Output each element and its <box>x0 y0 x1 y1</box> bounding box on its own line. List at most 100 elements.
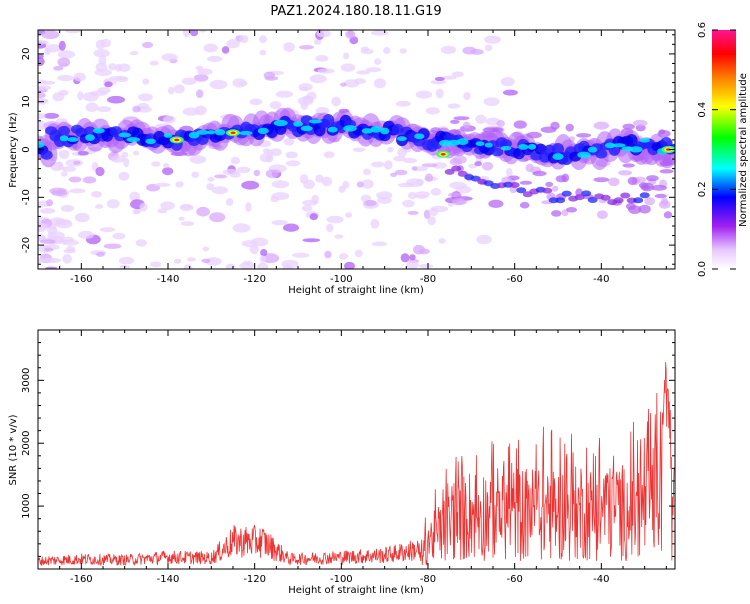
heatmap-speckle <box>565 123 574 132</box>
heatmap-speckle <box>60 204 75 212</box>
heatmap-speckle <box>142 78 150 85</box>
heatmap-speckle <box>593 177 610 183</box>
heatmap-speckle <box>73 160 81 165</box>
heatmap-speckle <box>103 243 122 249</box>
heatmap-speckle <box>61 171 68 177</box>
heatmap-speckle <box>193 74 209 82</box>
heatmap-speckle <box>651 184 667 191</box>
snr-x-axis-label: Height of straight line (km) <box>288 585 424 596</box>
snr-series-line <box>38 362 675 567</box>
heatmap-speckle <box>387 146 394 153</box>
heatmap-band <box>484 142 493 148</box>
heatmap-speckle <box>399 48 407 54</box>
heatmap-speckle <box>500 77 515 87</box>
heatmap-band <box>542 187 553 194</box>
heatmap-speckle <box>283 42 295 52</box>
heatmap-speckle <box>488 199 504 208</box>
heatmap-speckle <box>38 257 48 263</box>
heatmap-speckle <box>447 103 461 109</box>
heatmap-speckle <box>313 39 322 45</box>
heatmap-speckle <box>77 150 89 156</box>
heatmap-speckle <box>44 247 54 252</box>
heatmap-speckle <box>57 74 74 82</box>
heatmap-speckle <box>162 163 170 168</box>
heatmap-band <box>145 138 156 145</box>
heatmap-band <box>444 168 455 175</box>
heatmap-speckle <box>435 88 444 99</box>
heatmap-speckle <box>253 169 261 177</box>
heatmap-speckle <box>321 176 333 187</box>
heatmap-speckle <box>275 90 294 98</box>
heatmap-band <box>518 143 529 150</box>
heatmap-band <box>293 121 303 127</box>
heatmap-speckle <box>409 254 416 261</box>
heatmap-band <box>118 132 131 138</box>
heatmap-band <box>604 142 616 149</box>
heatmap-speckle <box>618 170 633 176</box>
heatmap-speckle <box>98 55 107 66</box>
heatmap-speckle <box>371 241 388 247</box>
heatmap-speckle <box>362 168 372 176</box>
heatmap-speckle <box>82 91 99 102</box>
heatmap-speckle <box>455 185 472 194</box>
heatmap-speckle <box>370 219 380 229</box>
heatmap-speckle <box>214 174 228 179</box>
heatmap-band <box>273 119 288 127</box>
heatmap-speckle <box>209 212 226 223</box>
heatmap-band <box>38 141 45 148</box>
heatmap-speckle <box>430 188 442 196</box>
heatmap-speckle <box>334 234 344 239</box>
heatmap-band <box>633 197 644 204</box>
heatmap-y-axis-label: Frequency (Hz) <box>8 112 19 188</box>
heatmap-speckle <box>283 223 299 232</box>
heatmap-speckle <box>525 163 534 173</box>
heatmap-speckle <box>470 49 484 55</box>
heatmap-speckle <box>162 167 174 176</box>
heatmap-speckle <box>108 63 117 71</box>
heatmap-speckle <box>424 173 434 182</box>
heatmap-speckle <box>545 181 554 187</box>
heatmap-band <box>625 134 638 147</box>
heatmap-speckle <box>44 44 62 53</box>
heatmap-speckle <box>271 220 288 226</box>
heatmap-speckle <box>135 239 148 247</box>
heatmap-speckle <box>513 120 527 129</box>
heatmap-speckle <box>403 157 417 164</box>
x-tick-label: -100 <box>330 274 353 285</box>
heatmap-speckle <box>269 101 282 110</box>
figure-title: PAZ1.2024.180.18.11.G19 <box>270 4 441 19</box>
heatmap-band <box>516 187 527 194</box>
x-tick-label: -40 <box>593 574 609 585</box>
heatmap-speckle <box>659 169 674 174</box>
heatmap-speckle <box>302 199 318 206</box>
heatmap-speckle <box>354 249 363 258</box>
x-tick-label: -160 <box>70 274 93 285</box>
heatmap-speckle <box>196 206 210 217</box>
heatmap-speckle <box>453 116 470 121</box>
heatmap-speckle <box>91 191 102 198</box>
x-tick-label: -140 <box>157 274 180 285</box>
x-tick-label: -80 <box>420 574 436 585</box>
heatmap-speckle <box>502 89 518 96</box>
heatmap-speckle <box>384 160 393 170</box>
heatmap-speckle <box>421 163 438 168</box>
heatmap-speckle <box>411 166 418 171</box>
heatmap-speckle <box>418 263 434 269</box>
heatmap-speckle <box>38 40 47 45</box>
heatmap-speckle <box>395 100 411 107</box>
heatmap-speckle <box>190 30 199 37</box>
heatmap-speckle <box>201 258 211 263</box>
heatmap-band <box>611 143 626 148</box>
heatmap-band <box>491 147 504 157</box>
heatmap-speckle <box>123 157 130 168</box>
heatmap-speckle <box>239 35 249 43</box>
heatmap-speckle <box>225 198 234 206</box>
y-tick-label: 0 <box>21 146 32 152</box>
heatmap-speckle <box>506 167 513 178</box>
heatmap-speckle <box>265 169 279 178</box>
heatmap-speckle <box>438 238 446 244</box>
heatmap-speckle <box>561 173 570 183</box>
heatmap-speckle <box>397 182 416 188</box>
heatmap-speckle <box>340 82 347 87</box>
heatmap-speckle <box>451 71 464 78</box>
